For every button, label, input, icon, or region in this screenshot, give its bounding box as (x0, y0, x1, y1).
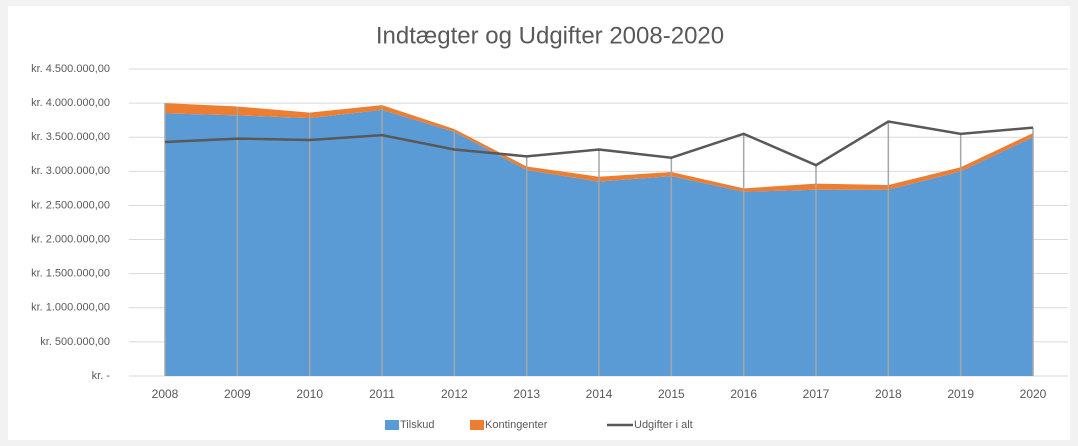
legend-label: Kontingenter (485, 419, 548, 431)
legend-label: Tilskud (400, 419, 434, 431)
x-tick-label: 2020 (1020, 387, 1047, 401)
area (165, 103, 1033, 192)
y-tick-label: kr. 2.500.000,00 (31, 199, 110, 211)
y-tick-label: kr. 1.500.000,00 (31, 268, 110, 280)
x-tick-label: 2019 (947, 387, 974, 401)
x-tick-label: 2011 (369, 387, 395, 401)
x-tick-label: 2015 (658, 387, 685, 401)
legend-label: Udgifter i alt (634, 419, 693, 431)
x-tick-label: 2008 (152, 387, 179, 401)
chart-title: Indtægter og Udgifter 2008-2020 (376, 22, 724, 49)
x-tick-label: 2014 (586, 387, 613, 401)
y-tick-label: kr. 3.500.000,00 (31, 131, 110, 143)
y-tick-label: kr. 4.500.000,00 (31, 63, 110, 75)
legend-swatch (470, 420, 484, 430)
y-tick-label: kr. 2.000.000,00 (31, 233, 110, 245)
y-tick-label: kr. 1.000.000,00 (31, 302, 110, 314)
y-tick-label: kr. 3.000.000,00 (31, 165, 110, 177)
x-tick-label: 2016 (730, 387, 757, 401)
y-tick-label: kr. 500.000,00 (40, 336, 110, 348)
x-tick-label: 2017 (803, 387, 830, 401)
x-tick-label: 2010 (296, 387, 323, 401)
legend-swatch (385, 420, 399, 430)
line (164, 120, 1034, 167)
y-tick-label: kr. - (92, 370, 111, 382)
y-tick-label: kr. 4.000.000,00 (31, 97, 110, 109)
x-tick-label: 2013 (513, 387, 540, 401)
x-tick-label: 2012 (441, 387, 468, 401)
x-tick-label: 2018 (875, 387, 902, 401)
x-tick-label: 2009 (224, 387, 251, 401)
